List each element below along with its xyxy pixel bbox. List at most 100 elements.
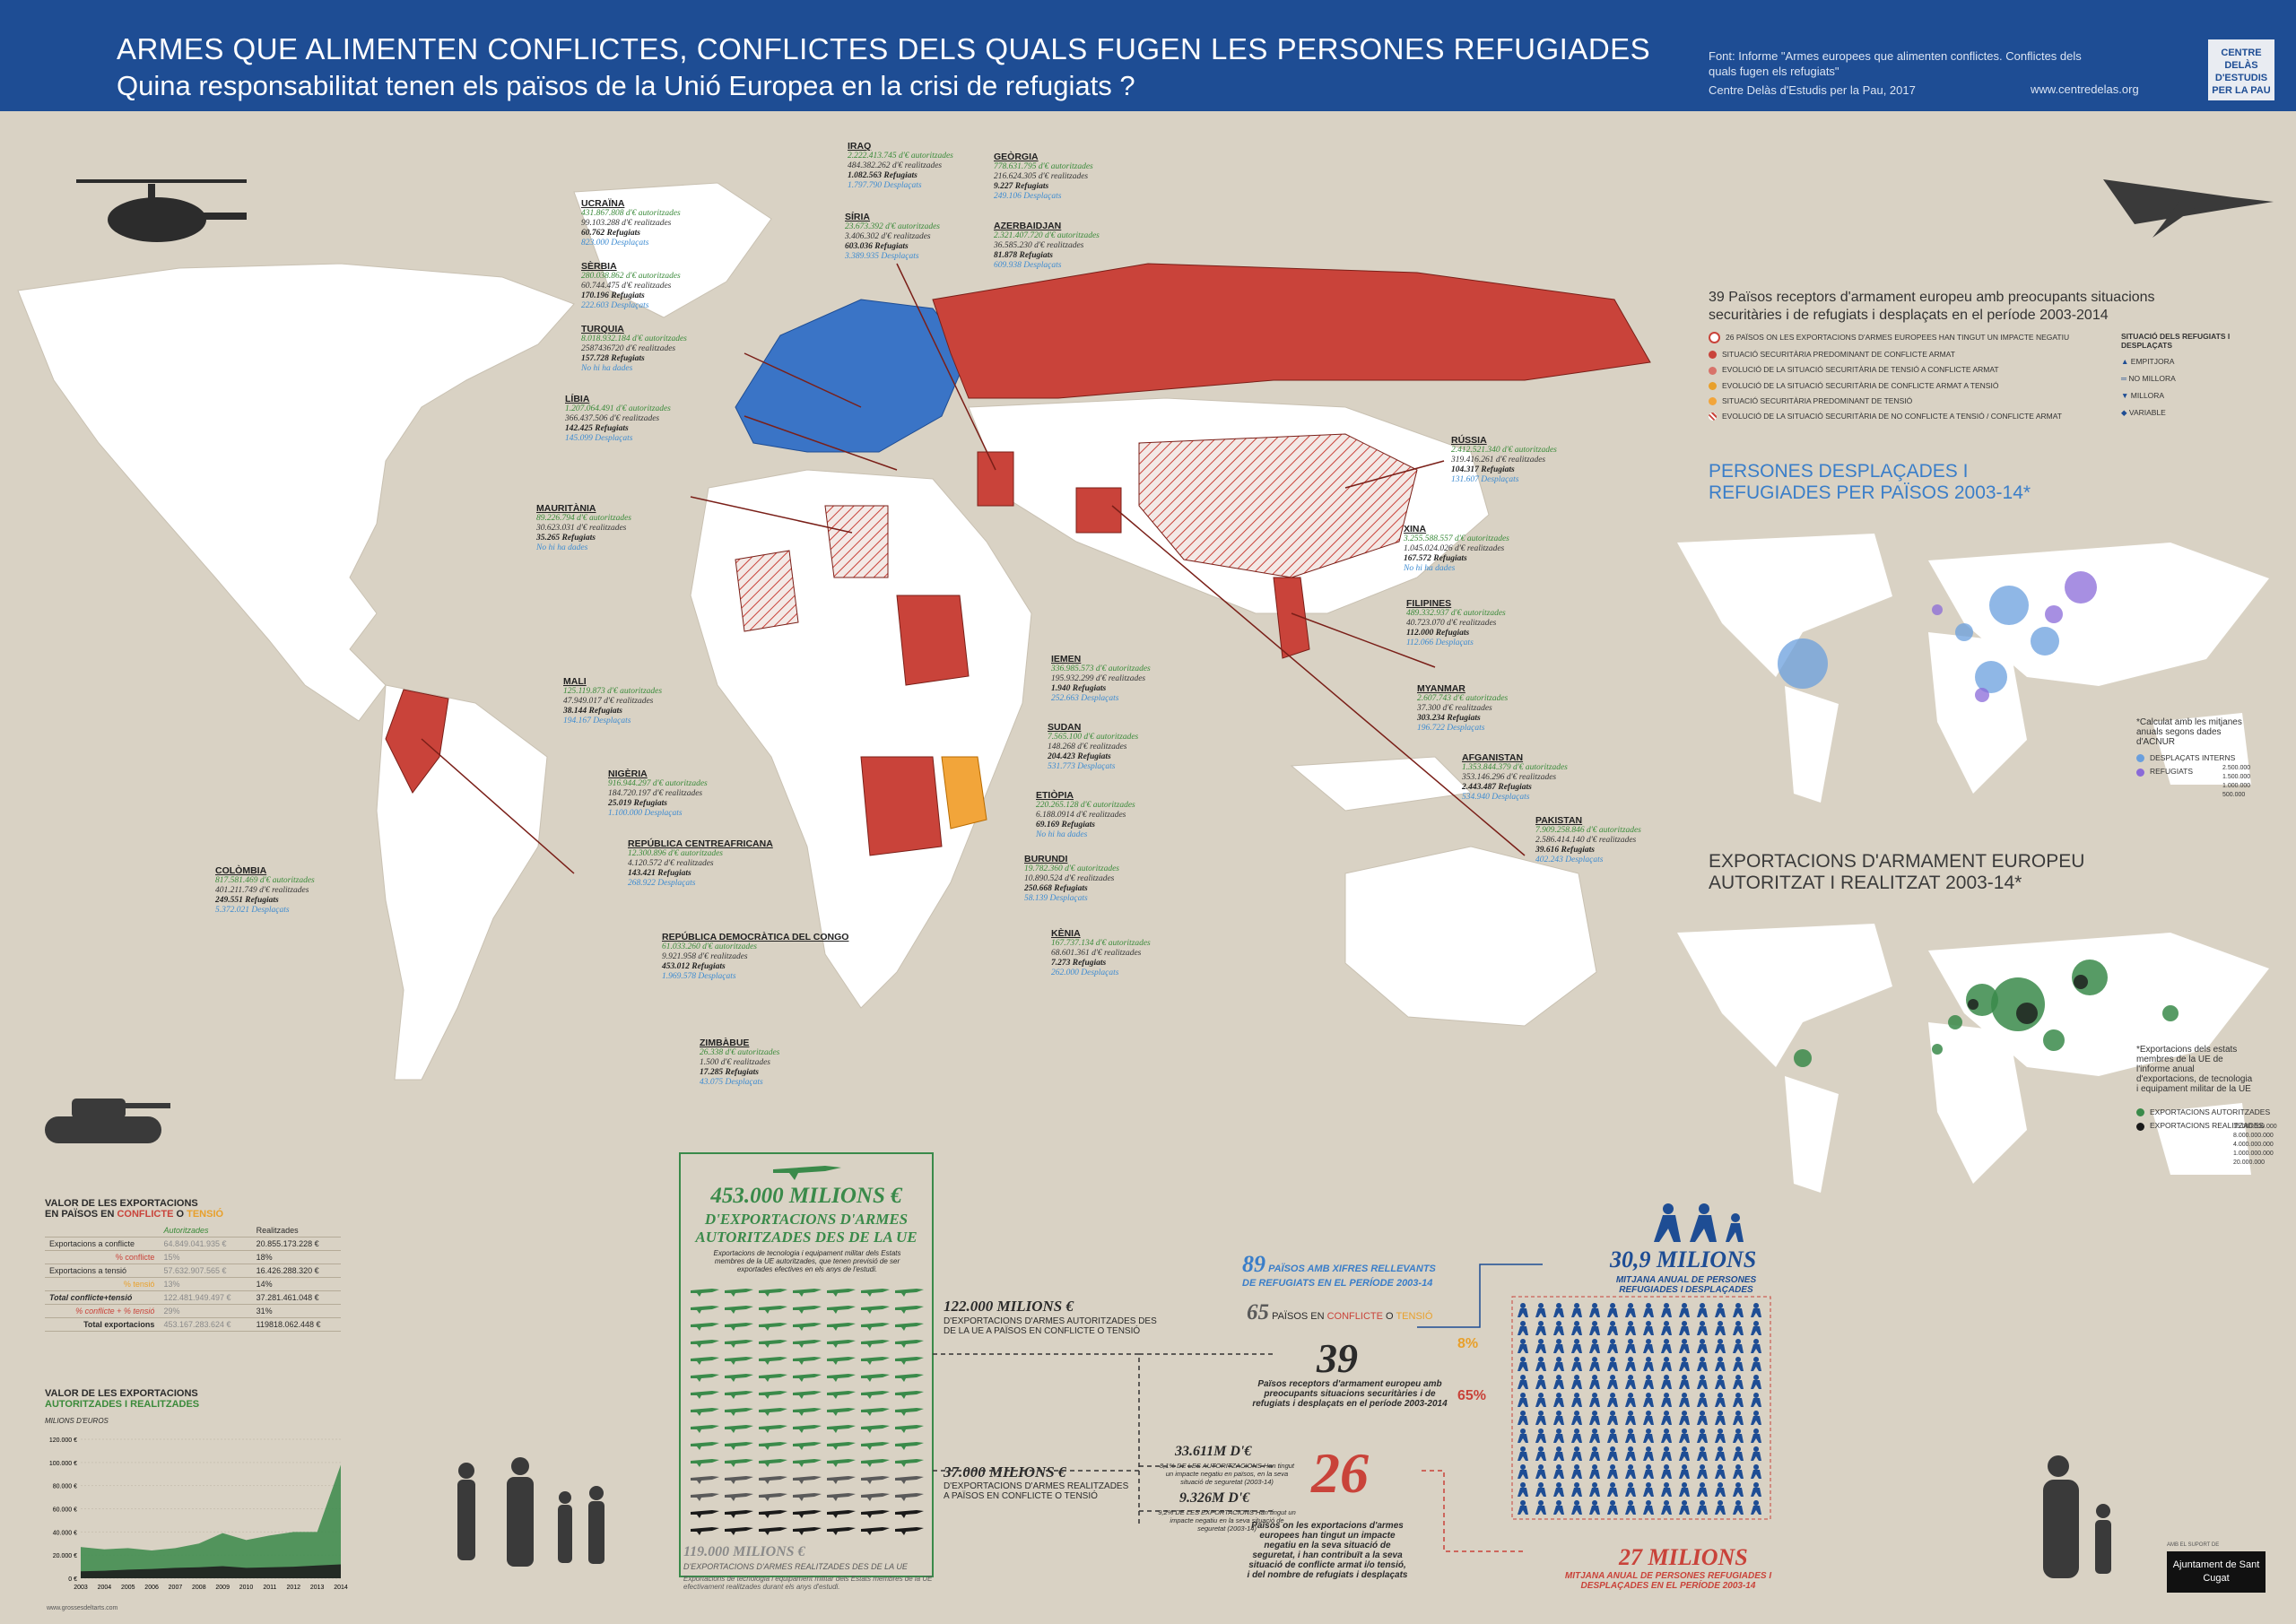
m453-label2: AUTORITZADES DES DE LA UE [695,1229,918,1246]
country-label-central-african-republic: REPÚBLICA CENTREAFRICANA 12.300.896 d'€ a… [628,838,773,889]
m336-text: 8,1% DE LES AUTORITZACIONS Han tingut un… [1159,1462,1295,1486]
mali-shape [735,550,799,632]
person-mark [1751,1411,1761,1425]
x-tick-label: 2013 [310,1585,325,1591]
page-title: ARMES QUE ALIMENTEN CONFLICTES, CONFLICT… [117,32,1651,65]
m27-value: 27 MILIONS [1619,1544,1748,1570]
rifle-mark [691,1425,719,1433]
person-mark [1643,1482,1654,1497]
rifle-mark [793,1425,822,1433]
person-mark [1751,1429,1761,1443]
person-mark [1715,1357,1726,1371]
rifle-mark [725,1459,753,1467]
rifle-mark [895,1374,924,1382]
person-mark [1535,1357,1546,1371]
person-mark [1571,1393,1582,1407]
person-mark [1535,1303,1546,1317]
x-tick-label: 2009 [215,1585,230,1591]
people-grid [1511,1296,1771,1520]
person-mark [1553,1429,1564,1443]
person-mark [1535,1393,1546,1407]
rifle-mark [895,1340,924,1348]
person-mark [1589,1357,1600,1371]
rifle-mark [759,1510,787,1518]
person-mark [1625,1303,1636,1317]
rifle-mark [861,1408,890,1416]
rifle-mark [691,1527,719,1535]
country-label-iraq: IRAQ 2.222.413.745 d'€ autoritzades 484.38… [848,141,953,191]
m453-value: 453.000 MILIONS € [710,1184,902,1208]
rifle-mark [827,1289,856,1297]
person-mark [1589,1339,1600,1353]
rifle-mark [691,1289,719,1297]
x-tick-label: 2010 [239,1585,254,1591]
person-mark [1751,1339,1761,1353]
person-mark [1643,1339,1654,1353]
rifle-mark [759,1527,787,1535]
pct-8: 8% [1457,1336,1479,1351]
rifle-mark [691,1459,719,1467]
person-mark [1661,1393,1672,1407]
person-mark [1715,1339,1726,1353]
rifle-mark [861,1493,890,1501]
fighter-jet-icon [2103,179,2274,238]
rifle-mark [725,1476,753,1484]
person-mark [1733,1446,1744,1461]
pct-65: 65% [1457,1388,1487,1403]
rifle-mark [725,1408,753,1416]
country-label-philippines: FILIPINES 489.332.937 d'€ autoritzades 40.… [1406,598,1506,648]
table-row: % conflicte + % tensió 29% 31% [45,1304,341,1318]
person-mark [1751,1393,1761,1407]
person-mark [1751,1446,1761,1461]
m309-value: 30,9 MILIONS [1610,1246,1757,1272]
person-mark [1679,1482,1690,1497]
rifle-mark [759,1306,787,1314]
person-mark [1589,1464,1600,1479]
table-row: Exportacions a conflicte 64.849.041.935 €… [45,1237,341,1251]
rifle-mark [895,1476,924,1484]
person-mark [1643,1357,1654,1371]
person-mark [1571,1446,1582,1461]
legend-orange-icon [1709,381,1717,390]
person-mark [1697,1357,1708,1371]
legend-light-red-icon [1709,366,1717,375]
n39-text: Països receptors d'armament europeu amb … [1252,1379,1448,1409]
table-row: Total conflicte+tensió 122.481.949.497 €3… [45,1290,341,1305]
person-mark [1697,1411,1708,1425]
person-mark [1733,1357,1744,1371]
rifle-mark [759,1476,787,1484]
rifle-mark [759,1289,787,1297]
country-label-russia: RÚSSIA 2.412.521.340 d'€ autoritzades 319.… [1451,435,1557,485]
m453-label1: D'EXPORTACIONS D'ARMES [704,1211,909,1228]
rifle-mark [691,1476,719,1484]
rifle-mark [861,1476,890,1484]
rifle-mark [793,1442,822,1450]
person-mark [1643,1464,1654,1479]
person-mark [1661,1482,1672,1497]
rifle-mark [827,1442,856,1450]
person-mark [1571,1500,1582,1515]
website-link[interactable]: www.centredelas.org [2031,83,2139,96]
rifle-mark [827,1357,856,1365]
rifle-mark [895,1459,924,1467]
n65-block: 65 PAÏSOS EN CONFLICTE O TENSIÓ [1247,1300,1433,1324]
person-mark [1661,1357,1672,1371]
person-mark [1553,1375,1564,1389]
person-mark [1715,1411,1726,1425]
greenland-landmass [573,182,772,318]
footer-web[interactable]: www.grossesdeltarts.com [47,1605,118,1611]
rifle-mark [827,1459,856,1467]
person-mark [1518,1357,1528,1371]
person-mark [1751,1375,1761,1389]
displaced-scale: 2.500.000 1.500.000 1.000.000 500.000 [2222,765,2251,798]
rifle-mark [725,1289,753,1297]
person-mark [1697,1303,1708,1317]
country-label-kenya: KÈNIA 167.737.134 d'€ autoritzades 68.601.… [1051,928,1151,978]
rifle-mark [793,1357,822,1365]
person-mark [1679,1411,1690,1425]
rifle-mark [759,1391,787,1399]
country-label-afghanistan: AFGANISTAN 1.353.844.379 d'€ autoritzades… [1462,752,1568,803]
rifle-mark [759,1340,787,1348]
person-mark [1625,1375,1636,1389]
person-mark [1535,1500,1546,1515]
